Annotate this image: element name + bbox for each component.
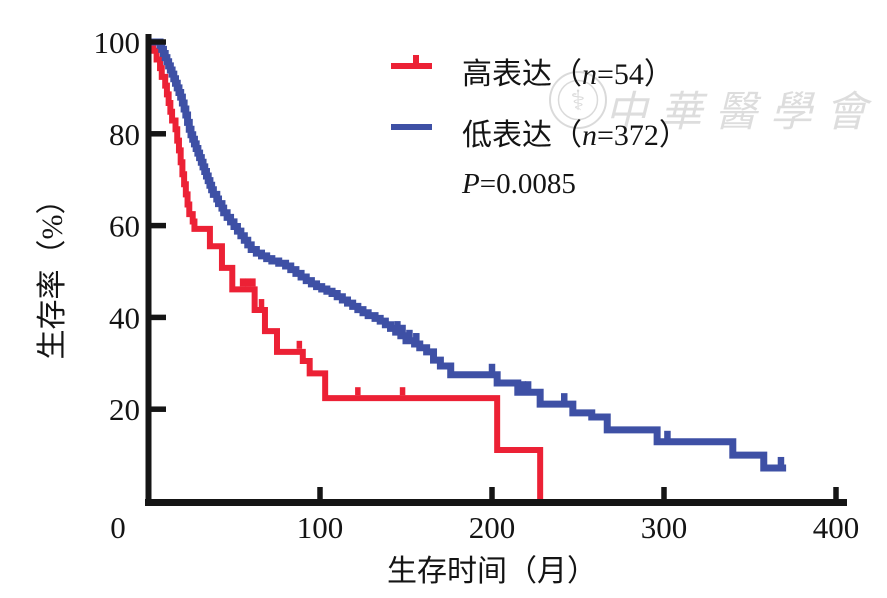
y-axis-label: 生存率（%）	[36, 185, 69, 360]
emblem-outer-ring	[549, 71, 607, 129]
emblem-inner-ring	[557, 79, 599, 121]
x-tick-label-0: 0	[110, 510, 126, 545]
cma-emblem-icon: ⚕	[549, 71, 607, 129]
x-tick-label-200: 200	[469, 510, 516, 545]
p-value-label: P=0.0085	[461, 168, 576, 200]
y-tick-label-40: 40	[109, 300, 140, 335]
legend-item-high-expression: 高表达（n=54）	[391, 55, 674, 91]
curve-high-expression	[148, 39, 544, 501]
axes: 20 40 60 80 100 0 100 200 300 400	[94, 25, 860, 545]
watermark-text: 中華醫學會	[605, 90, 880, 136]
emblem-caduceus-glyph: ⚕	[570, 86, 585, 117]
y-tick-label-60: 60	[109, 209, 140, 244]
x-axis-label: 生存时间（月）	[387, 555, 597, 588]
x-tick-label-300: 300	[641, 510, 688, 545]
watermark: ⚕ 中華醫學會	[549, 71, 880, 136]
legend-item-low-expression: 低表达（n=372）	[391, 119, 689, 152]
legend: 高表达（n=54） 低表达（n=372） P=0.0085	[391, 55, 689, 200]
survival-curves	[148, 38, 787, 501]
y-tick-label-100: 100	[94, 25, 141, 60]
x-tick-label-100: 100	[297, 510, 344, 545]
curve-low-expression	[148, 38, 787, 472]
legend-label-low: 低表达（n=372）	[462, 119, 689, 152]
legend-label-high: 高表达（n=54）	[462, 58, 674, 91]
y-tick-label-80: 80	[109, 117, 140, 152]
y-tick-label-20: 20	[109, 392, 140, 427]
x-tick-label-400: 400	[813, 510, 860, 545]
